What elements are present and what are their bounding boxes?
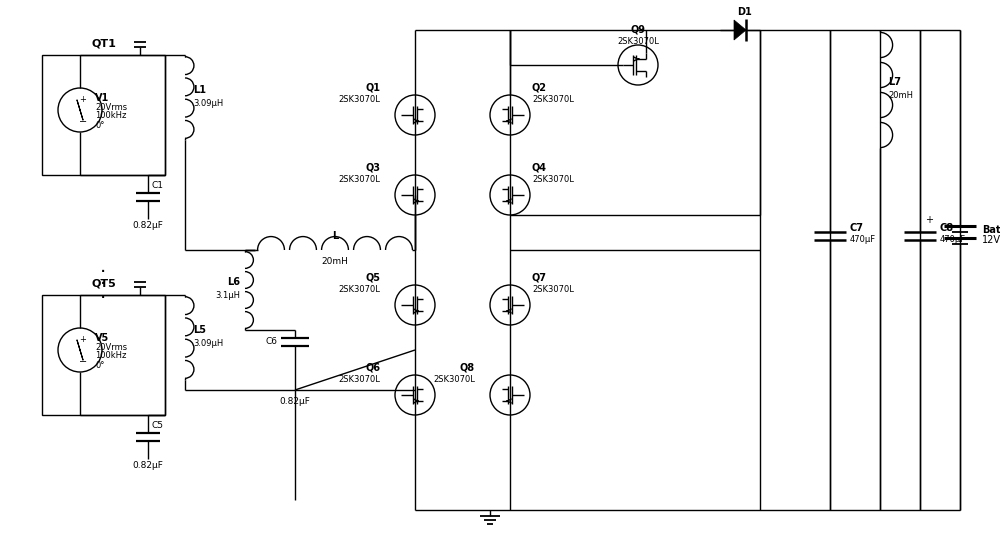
Text: C6: C6: [265, 338, 277, 346]
Text: −: −: [79, 357, 87, 367]
Text: +: +: [925, 215, 933, 225]
Text: ·: ·: [100, 262, 106, 281]
Text: C1: C1: [152, 180, 164, 190]
Text: 0.82μF: 0.82μF: [133, 220, 163, 230]
Text: 2SK3070L: 2SK3070L: [532, 285, 574, 294]
Text: 2SK3070L: 2SK3070L: [338, 285, 380, 294]
Text: 2SK3070L: 2SK3070L: [532, 94, 574, 104]
Polygon shape: [734, 20, 746, 40]
Text: Battery: Battery: [982, 225, 1000, 235]
Text: −: −: [79, 117, 87, 127]
Text: Q4: Q4: [532, 163, 547, 173]
Text: 100kHz: 100kHz: [95, 351, 126, 361]
Text: C7: C7: [850, 223, 864, 233]
Text: V5: V5: [95, 333, 109, 343]
Text: +: +: [80, 96, 86, 104]
Text: Q6: Q6: [365, 363, 380, 373]
Text: 20Vrms: 20Vrms: [95, 103, 127, 111]
Text: 2SK3070L: 2SK3070L: [433, 375, 475, 383]
Text: 3.1μH: 3.1μH: [215, 292, 240, 300]
Text: 20Vrms: 20Vrms: [95, 343, 127, 351]
Text: L: L: [332, 231, 338, 241]
Text: 0.82μF: 0.82μF: [280, 397, 310, 407]
Text: QT5: QT5: [91, 278, 116, 288]
Text: 470μF: 470μF: [940, 235, 966, 243]
Text: Q8: Q8: [460, 363, 475, 373]
Text: ·: ·: [100, 288, 106, 307]
Text: 2SK3070L: 2SK3070L: [338, 94, 380, 104]
Text: 0°: 0°: [95, 121, 104, 129]
Bar: [42, 295, 165, 415]
Text: 3.09μH: 3.09μH: [193, 338, 223, 348]
Text: Q3: Q3: [365, 163, 380, 173]
Text: 12V: 12V: [982, 235, 1000, 245]
Text: Q9: Q9: [631, 25, 646, 35]
Text: C8: C8: [940, 223, 954, 233]
Text: D1: D1: [738, 7, 752, 17]
Text: L6: L6: [227, 277, 240, 287]
Text: 2SK3070L: 2SK3070L: [338, 174, 380, 184]
Text: 3.09μH: 3.09μH: [193, 98, 223, 108]
Text: 20mH: 20mH: [322, 257, 348, 267]
Text: L1: L1: [193, 85, 206, 95]
Text: ·: ·: [100, 275, 106, 294]
Text: Q2: Q2: [532, 83, 547, 93]
Text: Q1: Q1: [365, 83, 380, 93]
Bar: [42, 55, 165, 175]
Text: Q5: Q5: [365, 273, 380, 283]
Text: 2SK3070L: 2SK3070L: [532, 174, 574, 184]
Text: 2SK3070L: 2SK3070L: [617, 36, 659, 46]
Text: 0.82μF: 0.82μF: [133, 460, 163, 470]
Text: 0°: 0°: [95, 361, 104, 369]
Text: 20mH: 20mH: [888, 91, 913, 99]
Text: L7: L7: [888, 77, 901, 87]
Text: 2SK3070L: 2SK3070L: [338, 375, 380, 383]
Text: Q7: Q7: [532, 273, 547, 283]
Text: 470μF: 470μF: [850, 235, 876, 243]
Text: +: +: [80, 336, 86, 344]
Text: C5: C5: [152, 420, 164, 430]
Text: V1: V1: [95, 93, 109, 103]
Text: QT1: QT1: [91, 38, 116, 48]
Text: L5: L5: [193, 325, 206, 335]
Text: 100kHz: 100kHz: [95, 111, 126, 121]
